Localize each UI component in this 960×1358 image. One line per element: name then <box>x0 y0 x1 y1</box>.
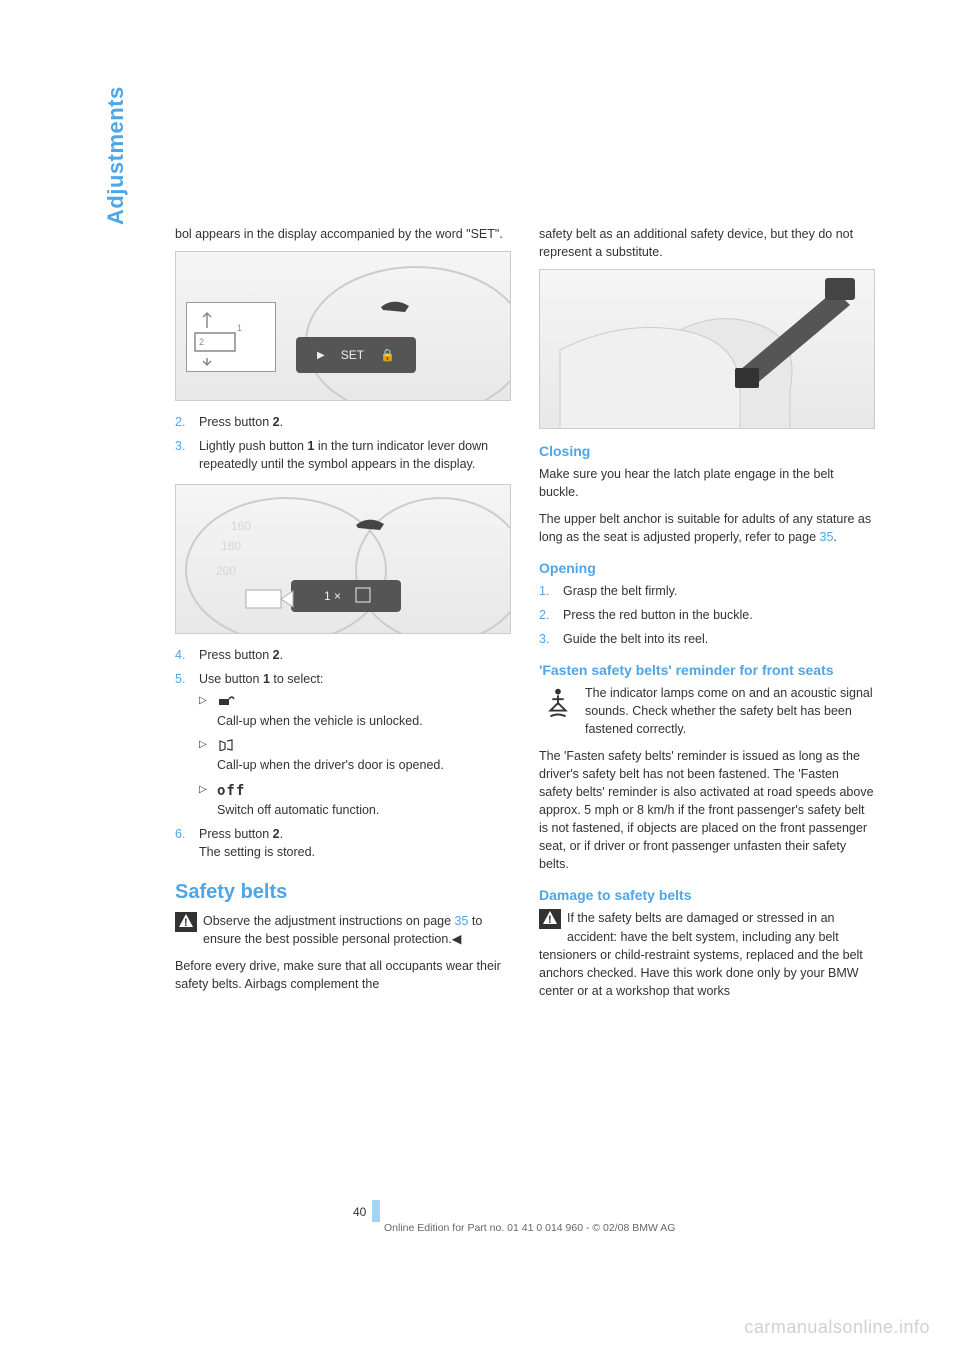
belts-paragraph: Before every drive, make sure that all o… <box>175 957 511 993</box>
page-link-35a[interactable]: 35 <box>455 914 469 928</box>
option-door-open: Call-up when the driver's door is opened… <box>199 736 511 774</box>
warning-icon <box>539 909 561 929</box>
steps-2-3: Press button 2. Lightly push button 1 in… <box>175 413 511 473</box>
intro-text: bol appears in the display accompanied b… <box>175 225 511 243</box>
step-5: Use button 1 to select: Call-up when the… <box>175 670 511 819</box>
step-3: Lightly push button 1 in the turn indica… <box>175 437 511 473</box>
page-number: 40 <box>353 1205 366 1219</box>
gauge2-bg-icon: 160 180 200 1 × <box>176 485 511 634</box>
intro-text-2: safety belt as an additional safety devi… <box>539 225 875 261</box>
option-off: off Switch off automatic function. <box>199 781 511 819</box>
warning-adjustment: Observe the adjustment instructions on p… <box>175 912 511 948</box>
warning-icon <box>175 912 197 932</box>
step5-options: Call-up when the vehicle is unlocked. Ca… <box>199 692 511 819</box>
step-2: Press button 2. <box>175 413 511 431</box>
heading-safety-belts: Safety belts <box>175 881 511 904</box>
closing-p1: Make sure you hear the latch plate engag… <box>539 465 875 501</box>
heading-damage: Damage to safety belts <box>539 887 875 903</box>
step-4: Press button 2. <box>175 646 511 664</box>
svg-text:180: 180 <box>221 539 241 553</box>
right-column: safety belt as an additional safety devi… <box>539 225 875 1008</box>
svg-text:200: 200 <box>216 564 236 578</box>
reminder-p2: The 'Fasten safety belts' reminder is is… <box>539 747 875 874</box>
open-step-1: Grasp the belt firmly. <box>539 582 875 600</box>
car-unlock-icon <box>217 692 235 712</box>
side-section-label: Adjustments <box>103 25 133 225</box>
heading-reminder: 'Fasten safety belts' reminder for front… <box>539 662 875 678</box>
watermark: carmanualsonline.info <box>744 1317 930 1338</box>
warning-damage: If the safety belts are damaged or stres… <box>539 909 875 1000</box>
figure-display-set: 1 2 ▶ SET 🔒 <box>175 251 511 401</box>
set-label: SET <box>341 348 364 362</box>
svg-text:1 ×: 1 × <box>324 589 341 603</box>
seatbelt-illustration-icon <box>540 270 875 429</box>
open-step-2: Press the red button in the buckle. <box>539 606 875 624</box>
gauge-bg-icon <box>176 252 511 401</box>
off-label: off <box>217 781 245 801</box>
page-content: bol appears in the display accompanied b… <box>175 225 875 1008</box>
seatbelt-reminder-icon <box>539 684 577 722</box>
closing-p2: The upper belt anchor is suitable for ad… <box>539 510 875 546</box>
step-6: Press button 2. The setting is stored. <box>175 825 511 861</box>
figure-seat-belt <box>539 269 875 429</box>
heading-opening: Opening <box>539 560 875 576</box>
heading-closing: Closing <box>539 443 875 459</box>
reminder-block: The indicator lamps come on and an acous… <box>539 684 875 738</box>
lock-icon: 🔒 <box>380 348 395 362</box>
page-number-bar <box>372 1200 380 1222</box>
door-open-icon <box>217 736 235 756</box>
left-column: bol appears in the display accompanied b… <box>175 225 511 1008</box>
footer-copyright: Online Edition for Part no. 01 41 0 014 … <box>384 1222 675 1234</box>
figure-display-callup: 160 180 200 1 × <box>175 484 511 634</box>
opening-steps: Grasp the belt firmly. Press the red but… <box>539 582 875 648</box>
page-link-35b[interactable]: 35 <box>820 530 834 544</box>
display-set-box: ▶ SET 🔒 <box>296 337 416 373</box>
steps-4-6: Press button 2. Use button 1 to select: … <box>175 646 511 862</box>
open-step-3: Guide the belt into its reel. <box>539 630 875 648</box>
option-unlocked: Call-up when the vehicle is unlocked. <box>199 692 511 730</box>
svg-text:160: 160 <box>231 519 251 533</box>
